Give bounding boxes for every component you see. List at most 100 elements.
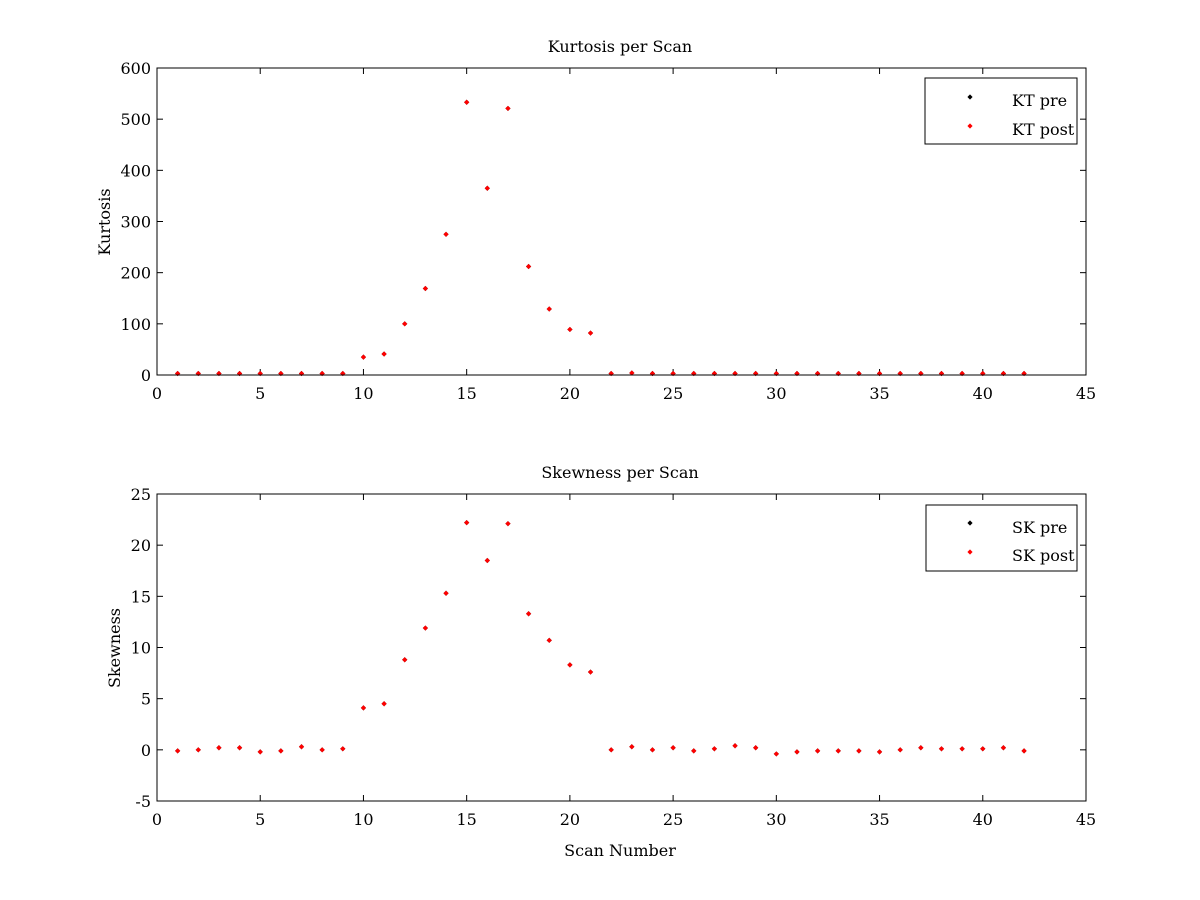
- skewness-legend: SK pre SK post: [925, 504, 1078, 572]
- skewness-x-tick-label: 30: [766, 810, 786, 829]
- skewness-y-tick-label: 5: [141, 690, 151, 709]
- data-point-sk-post: [567, 662, 573, 668]
- data-point-kt-post: [856, 370, 862, 377]
- skewness-y-tick-label: 25: [131, 485, 151, 504]
- data-point-sk-post: [526, 611, 532, 617]
- data-point-sk-post: [195, 747, 201, 753]
- data-point-sk-post: [1000, 745, 1007, 751]
- legend-label-sk-pre: SK pre: [1012, 518, 1067, 537]
- kurtosis-y-tick-label: 400: [120, 161, 151, 180]
- data-point-sk-post: [381, 701, 387, 707]
- data-point-sk-post: [443, 590, 449, 596]
- kurtosis-x-tick-label: 30: [766, 384, 786, 403]
- data-point-sk-post: [649, 747, 656, 753]
- skewness-x-tick-label: 20: [560, 810, 580, 829]
- legend-label-sk-post: SK post: [1012, 546, 1075, 565]
- skewness-x-tick-label: 40: [973, 810, 993, 829]
- data-point-kt-post: [608, 370, 614, 377]
- data-point-sk-post: [587, 669, 594, 675]
- kurtosis-x-tick-label: 10: [353, 384, 373, 403]
- kurtosis-x-tick-label: 45: [1076, 384, 1096, 403]
- skewness-y-tick-label: 10: [131, 639, 151, 658]
- kurtosis-y-tick-label: 0: [141, 366, 151, 385]
- data-point-kt-post: [484, 185, 490, 191]
- data-point-kt-post: [216, 370, 222, 377]
- legend-swatch-sk-post: [967, 549, 973, 555]
- legend-label-kt-post: KT post: [1012, 120, 1075, 139]
- skewness-data-points: [175, 520, 1027, 757]
- data-point-kt-post: [236, 370, 243, 377]
- data-point-kt-post: [980, 370, 986, 377]
- kurtosis-x-tick-label: 0: [152, 384, 162, 403]
- data-point-sk-post: [484, 557, 490, 564]
- skewness-y-tick-label: 0: [141, 741, 151, 760]
- kurtosis-y-tick-label: 200: [120, 264, 151, 283]
- skewness-x-axis-label: Scan Number: [564, 841, 676, 860]
- data-point-sk-post: [773, 751, 779, 757]
- skewness-y-tick-label: 15: [131, 587, 151, 606]
- data-point-sk-post: [753, 745, 759, 751]
- kurtosis-y-tick-label: 100: [120, 315, 151, 334]
- legend-label-kt-pre: KT pre: [1012, 91, 1067, 110]
- data-point-sk-post: [918, 745, 924, 751]
- data-point-kt-post: [711, 370, 717, 377]
- skewness-x-tick-label: 0: [152, 810, 162, 829]
- data-point-kt-post: [773, 370, 779, 377]
- skewness-chart: Skewness per Scan Skewness Scan Number 0…: [105, 463, 1096, 860]
- data-point-kt-post: [443, 231, 449, 237]
- legend-marker-sk-post: [967, 549, 973, 555]
- legend-marker-kt-post: [967, 123, 973, 129]
- data-point-sk-post: [546, 637, 552, 643]
- data-point-kt-post: [753, 370, 759, 377]
- legend-marker-kt-pre: [967, 94, 973, 100]
- data-point-sk-post: [732, 743, 738, 749]
- data-point-sk-post: [897, 747, 903, 753]
- data-point-sk-post: [236, 745, 243, 751]
- legend-swatch-kt-pre: [967, 94, 973, 100]
- data-point-sk-post: [216, 745, 222, 751]
- kurtosis-axis-ticks: 0 5 10 15 20 25 30 35 40 45 0 100 200 300 400 500 600: [120, 59, 1096, 403]
- skewness-x-tick-label: 15: [456, 810, 476, 829]
- kurtosis-x-tick-label: 40: [973, 384, 993, 403]
- data-point-sk-post: [876, 749, 883, 755]
- data-point-sk-post: [794, 749, 800, 755]
- kurtosis-chart: Kurtosis per Scan Kurtosis 0 5 10 15 20 25 30 3…: [95, 37, 1096, 403]
- kurtosis-x-tick-label: 35: [869, 384, 889, 403]
- data-point-kt-post: [360, 354, 367, 360]
- data-point-kt-post: [1000, 370, 1007, 377]
- data-point-sk-post: [608, 747, 614, 753]
- data-point-kt-post: [195, 370, 201, 377]
- data-point-kt-post: [546, 306, 552, 312]
- data-point-sk-post: [257, 749, 263, 755]
- kurtosis-legend: KT pre KT post: [924, 77, 1078, 145]
- skewness-y-tick-label: 20: [131, 536, 151, 555]
- data-point-kt-post: [732, 370, 738, 377]
- data-point-sk-post: [629, 744, 635, 750]
- legend-marker-sk-pre: [967, 520, 973, 526]
- data-point-sk-post: [959, 746, 965, 752]
- data-point-kt-post: [526, 263, 532, 270]
- data-point-sk-post: [340, 746, 346, 752]
- data-point-kt-post: [938, 370, 945, 377]
- data-point-sk-post: [1021, 748, 1027, 754]
- data-point-kt-post: [340, 370, 346, 377]
- data-point-kt-post: [691, 370, 697, 377]
- data-point-kt-post: [629, 370, 635, 376]
- data-point-sk-post: [360, 705, 367, 711]
- data-point-sk-post: [175, 748, 181, 754]
- data-point-sk-post: [815, 748, 821, 754]
- data-point-kt-post: [815, 370, 821, 377]
- data-point-sk-post: [691, 748, 697, 754]
- data-point-sk-post: [298, 744, 305, 750]
- data-point-sk-post: [505, 521, 511, 527]
- kurtosis-chart-title: Kurtosis per Scan: [548, 37, 692, 56]
- kurtosis-y-tick-label: 300: [120, 213, 151, 232]
- data-point-kt-post: [835, 370, 841, 377]
- skewness-x-tick-label: 25: [663, 810, 683, 829]
- data-point-sk-post: [835, 748, 841, 754]
- skewness-x-tick-label: 10: [353, 810, 373, 829]
- data-point-kt-post: [794, 370, 800, 377]
- skewness-legend-box: [925, 504, 1078, 572]
- data-point-sk-post: [278, 748, 284, 754]
